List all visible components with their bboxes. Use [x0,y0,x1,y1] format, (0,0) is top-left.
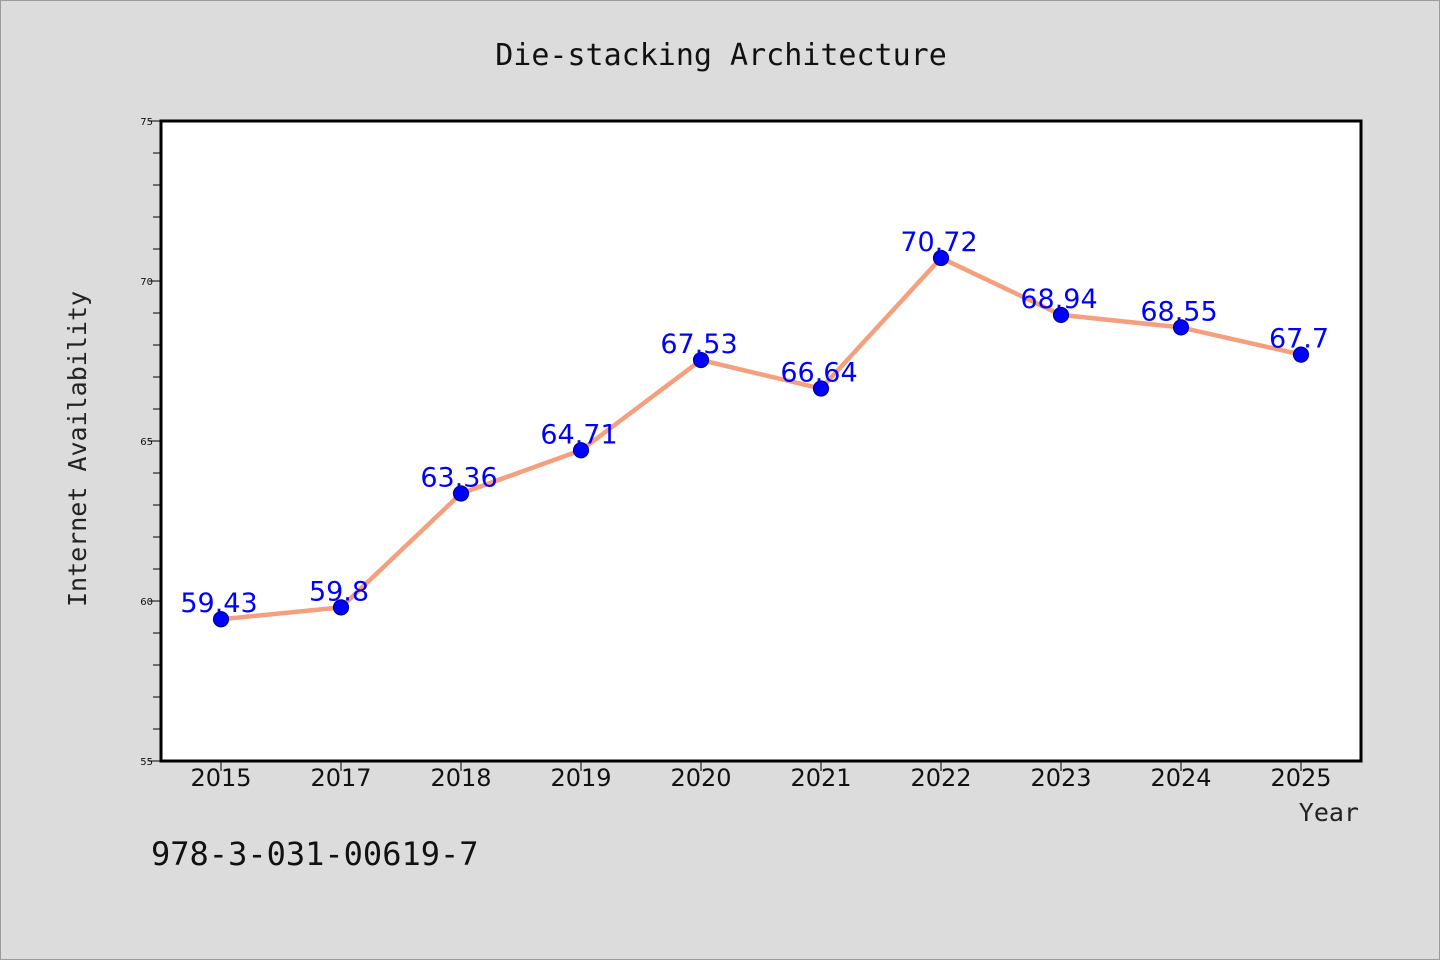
data-point [332,599,350,616]
y-tick-label: 65 [140,437,153,448]
data-label: 67.7 [1269,324,1329,355]
data-point [572,442,590,459]
data-label: 67.53 [660,329,737,360]
data-point [1052,306,1070,324]
data-point [692,351,710,369]
data-point [212,611,230,628]
y-axis-title: Internet Availability [63,291,92,607]
x-tick-label: 2018 [430,764,491,792]
x-tick-label: 2019 [550,764,611,792]
isbn-footnote: 978-3-031-00619-7 [151,835,479,873]
data-label: 64.71 [540,419,617,450]
data-label: 63.36 [420,462,497,493]
x-tick-label: 2024 [1150,764,1211,792]
x-tick-label: 2021 [790,764,851,792]
series-line [218,255,1304,622]
series-layer [212,249,1310,628]
x-tick-label: 2017 [310,764,371,792]
x-tick-label: 2023 [1030,764,1091,792]
y-axis: 55 60 65 70 75 [140,117,161,768]
chart-title: Die-stacking Architecture [495,38,947,73]
data-label: 70.72 [900,227,977,258]
data-label: 68.94 [1020,284,1097,315]
y-tick-label: 75 [140,117,153,128]
data-point [1172,319,1190,336]
x-axis: 2015 2017 2018 2019 2020 2021 2022 2023 2024 2025 [190,761,1332,792]
x-axis-title: Year [1299,798,1359,827]
x-tick-label: 2022 [910,764,971,792]
x-tick-label: 2015 [190,764,251,792]
data-label: 68.55 [1140,296,1217,327]
y-tick-label: 60 [140,597,153,608]
data-label-layer: 59.43 59.8 63.36 64.71 67.53 66.64 70.72 68.94 6… [180,227,1329,619]
data-point [932,249,950,267]
y-tick-label: 70 [140,277,153,288]
plot-area [159,119,1363,763]
x-tick-label: 2020 [670,764,731,792]
data-point [1292,346,1310,363]
data-label: 66.64 [780,358,857,389]
data-label: 59.43 [180,588,257,619]
data-point [452,485,470,502]
y-tick-label: 55 [140,757,153,768]
data-point [812,380,830,397]
x-tick-label: 2025 [1270,764,1331,792]
data-label: 59.8 [309,576,369,607]
